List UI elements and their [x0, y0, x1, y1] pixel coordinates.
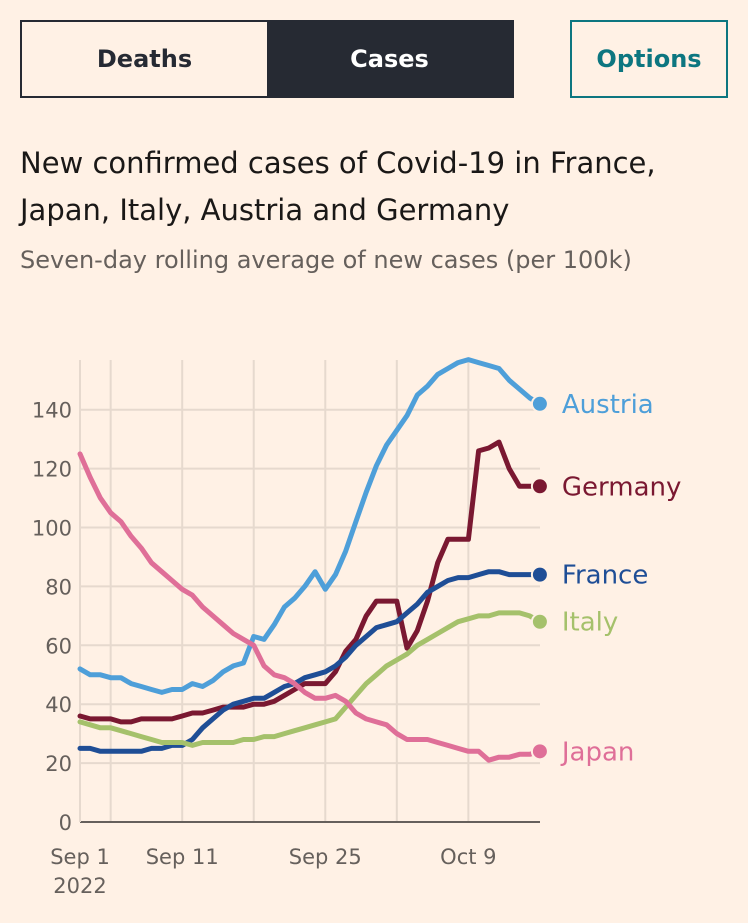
- series-label: Italy: [562, 608, 618, 638]
- y-tick-label: 0: [59, 811, 72, 835]
- y-tick-label: 100: [32, 517, 72, 541]
- tab-cases[interactable]: Cases: [267, 22, 512, 96]
- series-line: [77, 610, 543, 748]
- series-line: [77, 569, 543, 754]
- series-austria: Austria: [77, 357, 654, 695]
- series-end-marker: [530, 612, 549, 631]
- tab-deaths[interactable]: Deaths: [22, 22, 267, 96]
- x-tick-label: Sep 25: [289, 845, 362, 869]
- options-button[interactable]: Options: [570, 20, 728, 98]
- y-tick-label: 40: [45, 693, 72, 717]
- x-tick-label: Sep 1: [50, 845, 110, 869]
- series-end-marker: [530, 565, 549, 584]
- y-tick-label: 80: [45, 575, 72, 599]
- chart-subtitle: Seven-day rolling average of new cases (…: [20, 246, 632, 274]
- series-france: France: [77, 561, 648, 754]
- series-italy: Italy: [77, 608, 618, 748]
- x-tick-label: Sep 11: [146, 845, 219, 869]
- chart-title: New confirmed cases of Covid-19 in Franc…: [20, 146, 656, 227]
- metric-toggle: Deaths Cases: [20, 20, 514, 98]
- x-tick-sublabel: 2022: [53, 874, 106, 898]
- series-end-marker: [530, 477, 549, 496]
- y-tick-label: 140: [32, 399, 72, 423]
- series-label: Austria: [562, 390, 654, 420]
- series-japan: Japan: [77, 451, 635, 767]
- series-line: [77, 357, 543, 695]
- series-label: France: [562, 561, 648, 591]
- y-tick-label: 20: [45, 752, 72, 776]
- series-germany: Germany: [77, 439, 682, 725]
- series-end-marker: [530, 742, 549, 761]
- series-line: [77, 451, 543, 763]
- series-label: Japan: [560, 737, 635, 767]
- series-end-marker: [530, 394, 549, 413]
- y-tick-label: 60: [45, 634, 72, 658]
- series-label: Germany: [562, 472, 682, 502]
- y-tick-label: 120: [32, 458, 72, 482]
- x-tick-label: Oct 9: [440, 845, 496, 869]
- series-line: [77, 439, 543, 725]
